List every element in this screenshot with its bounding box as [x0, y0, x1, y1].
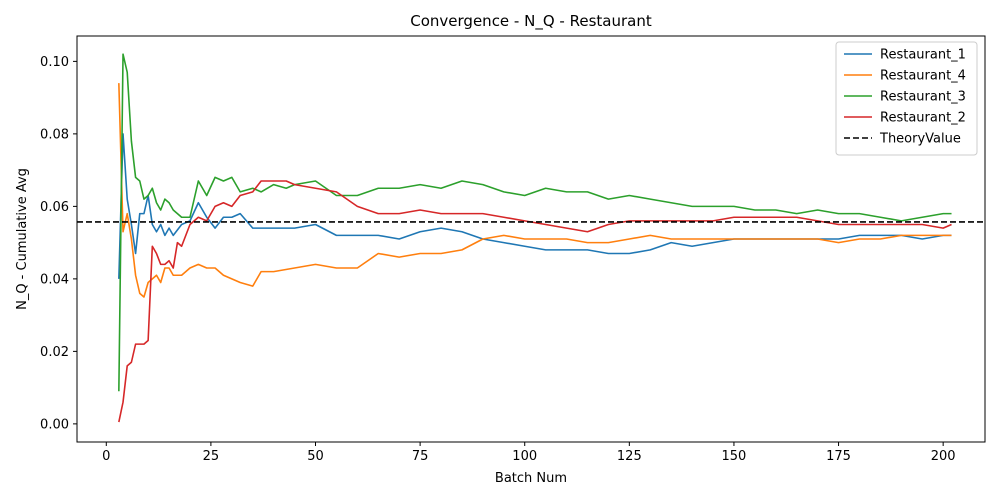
legend-label: Restaurant_2: [880, 111, 966, 126]
y-tick-label: 0.08: [40, 127, 69, 142]
x-tick-label: 125: [617, 449, 642, 464]
x-tick-label: 50: [307, 449, 324, 464]
chart-title: Convergence - N_Q - Restaurant: [410, 12, 652, 31]
x-tick-label: 0: [102, 449, 110, 464]
y-axis-title: N_Q - Cumulative Avg: [15, 168, 30, 310]
legend-label: Restaurant_1: [880, 48, 966, 63]
legend: Restaurant_1 Restaurant_4 Restaurant_3 Rest…: [835, 41, 978, 156]
y-tick-label: 0.04: [40, 272, 69, 287]
y-axis: 0.00 0.02 0.04 0.06 0.08 0.10: [40, 55, 77, 432]
x-tick-label: 200: [931, 449, 956, 464]
series-line-restaurant-4: [118, 83, 952, 298]
series-line-restaurant-3: [118, 53, 952, 392]
y-tick-label: 0.00: [40, 417, 69, 432]
legend-label: TheoryValue: [879, 132, 961, 147]
x-tick-label: 100: [512, 449, 537, 464]
y-tick-label: 0.10: [40, 55, 69, 70]
series-line-restaurant-2: [118, 180, 952, 423]
y-tick-label: 0.02: [40, 345, 69, 360]
x-tick-label: 75: [412, 449, 429, 464]
x-tick-label: 150: [722, 449, 747, 464]
x-tick-label: 175: [826, 449, 851, 464]
plot-area: [77, 53, 985, 423]
x-axis: 0 25 50 75 100 125 150 175 200: [102, 442, 956, 464]
legend-label: Restaurant_3: [880, 90, 966, 105]
x-axis-title: Batch Num: [495, 471, 567, 486]
plot-frame: [76, 35, 986, 443]
y-tick-label: 0.06: [40, 200, 69, 215]
x-tick-label: 25: [203, 449, 220, 464]
legend-label: Restaurant_4: [880, 69, 966, 84]
legend-box: [835, 41, 978, 156]
